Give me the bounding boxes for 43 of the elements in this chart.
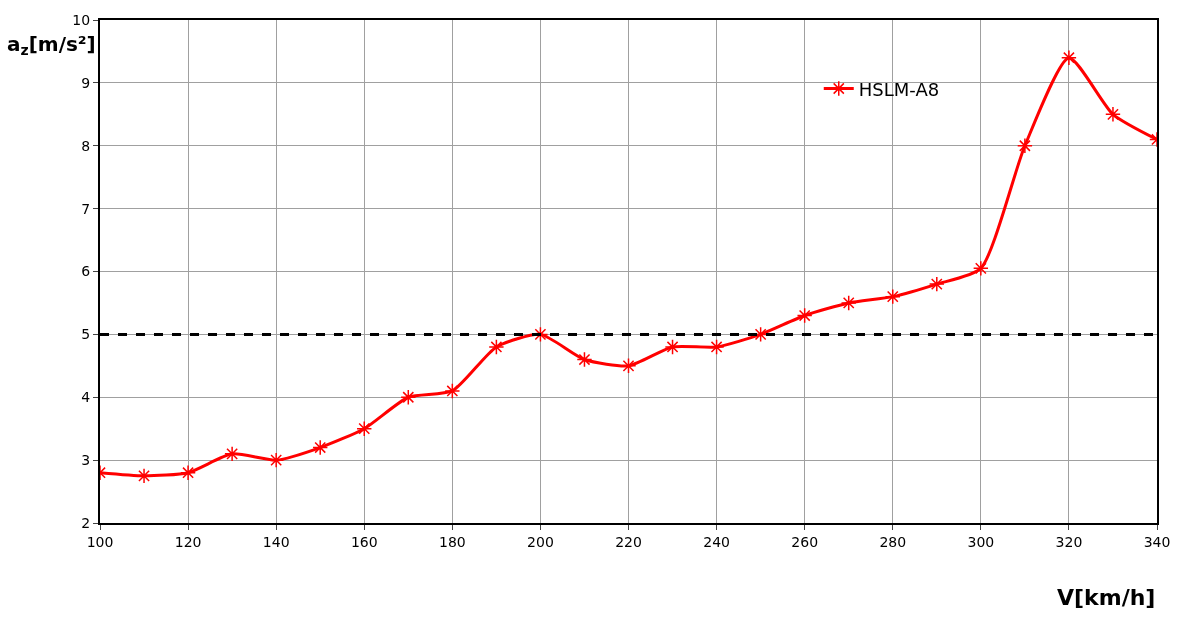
x-axis-title: V[km/h] xyxy=(1057,585,1156,610)
y-tick-label: 4 xyxy=(81,389,91,406)
x-tick-label: 280 xyxy=(879,533,907,550)
point xyxy=(532,326,549,343)
point xyxy=(136,467,152,484)
point xyxy=(972,260,989,277)
point xyxy=(928,276,945,293)
y-tick-label: 7 xyxy=(81,200,91,217)
x-tick-label: 300 xyxy=(967,533,995,550)
point xyxy=(1016,137,1033,154)
point xyxy=(576,351,593,368)
point xyxy=(180,464,197,481)
point xyxy=(884,288,901,305)
y-axis-title: a$_{z}$[m/s²] xyxy=(7,32,96,59)
y-tick-label: 8 xyxy=(81,137,91,154)
y-tick-label: 5 xyxy=(81,326,91,343)
x-tick-label: 180 xyxy=(438,533,466,550)
point xyxy=(444,383,461,399)
point xyxy=(796,307,813,324)
x-tick-label: 140 xyxy=(262,533,290,550)
point xyxy=(1105,106,1121,123)
point xyxy=(1060,49,1077,66)
y-tick-label: 9 xyxy=(81,74,91,91)
x-tick-label: 120 xyxy=(174,533,202,550)
x-tick-label: 260 xyxy=(791,533,819,550)
y-tick-label: 3 xyxy=(81,452,91,469)
point xyxy=(268,452,285,469)
y-tick-label: 6 xyxy=(81,263,91,280)
x-tick-label: 160 xyxy=(350,533,378,550)
point xyxy=(840,294,857,311)
point xyxy=(488,339,505,355)
x-tick-label: 340 xyxy=(1143,533,1171,550)
x-tick-label: 320 xyxy=(1055,533,1083,550)
point xyxy=(356,420,373,437)
legend-label: HSLM-A8 xyxy=(858,78,940,100)
y-tick-label: 10 xyxy=(72,11,91,28)
x-tick-label: 100 xyxy=(86,533,114,550)
x-tick-label: 200 xyxy=(527,533,554,550)
point xyxy=(312,439,329,456)
x-tick-label: 240 xyxy=(703,533,730,550)
point xyxy=(400,389,417,406)
x-tick-label: 220 xyxy=(615,533,642,550)
y-tick-label: 2 xyxy=(81,514,91,531)
